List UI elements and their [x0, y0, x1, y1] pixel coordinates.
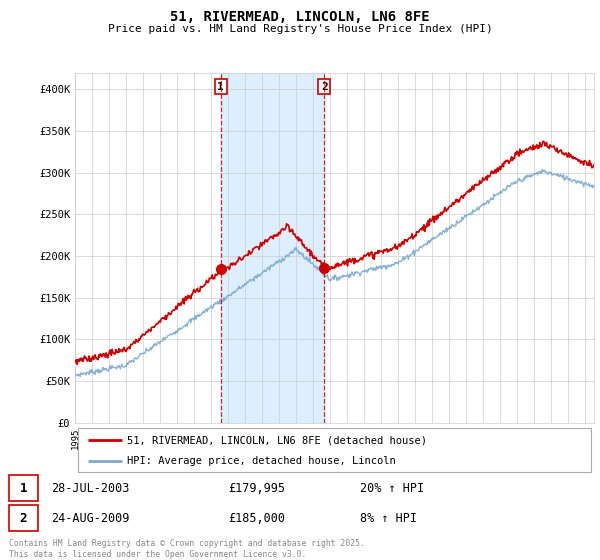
- Text: 20% ↑ HPI: 20% ↑ HPI: [360, 482, 424, 494]
- Text: £185,000: £185,000: [228, 512, 285, 525]
- FancyBboxPatch shape: [77, 428, 592, 472]
- Text: Price paid vs. HM Land Registry's House Price Index (HPI): Price paid vs. HM Land Registry's House …: [107, 24, 493, 34]
- Text: Contains HM Land Registry data © Crown copyright and database right 2025.
This d: Contains HM Land Registry data © Crown c…: [9, 539, 365, 559]
- Text: 51, RIVERMEAD, LINCOLN, LN6 8FE (detached house): 51, RIVERMEAD, LINCOLN, LN6 8FE (detache…: [127, 435, 427, 445]
- Text: 51, RIVERMEAD, LINCOLN, LN6 8FE: 51, RIVERMEAD, LINCOLN, LN6 8FE: [170, 10, 430, 24]
- Text: 28-JUL-2003: 28-JUL-2003: [51, 482, 130, 494]
- Text: 8% ↑ HPI: 8% ↑ HPI: [360, 512, 417, 525]
- FancyBboxPatch shape: [9, 505, 38, 531]
- FancyBboxPatch shape: [9, 475, 38, 501]
- Text: 2: 2: [20, 512, 27, 525]
- Text: 1: 1: [217, 82, 224, 91]
- Text: 24-AUG-2009: 24-AUG-2009: [51, 512, 130, 525]
- Text: HPI: Average price, detached house, Lincoln: HPI: Average price, detached house, Linc…: [127, 456, 395, 466]
- Bar: [221, 73, 324, 423]
- Text: 2: 2: [321, 82, 328, 91]
- Text: 1: 1: [20, 482, 27, 494]
- Text: £179,995: £179,995: [228, 482, 285, 494]
